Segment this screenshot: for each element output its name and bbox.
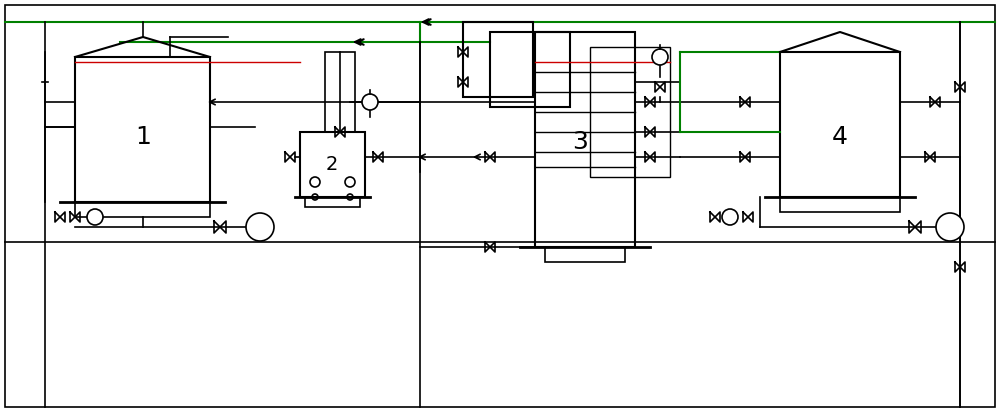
Circle shape	[652, 49, 668, 65]
Bar	[75, 202, 210, 217]
Bar	[300, 132, 365, 197]
Circle shape	[362, 94, 378, 110]
Bar	[535, 32, 635, 247]
Circle shape	[310, 177, 320, 187]
Bar	[545, 247, 625, 262]
Bar	[590, 47, 670, 177]
Circle shape	[722, 209, 738, 225]
Circle shape	[246, 213, 274, 241]
Circle shape	[87, 209, 103, 225]
Text: 4: 4	[832, 125, 848, 149]
Text: 2: 2	[326, 154, 338, 173]
Bar	[463, 22, 533, 97]
Text: 3: 3	[572, 130, 588, 154]
Bar	[780, 52, 900, 197]
Circle shape	[345, 177, 355, 187]
Bar	[325, 52, 355, 132]
Bar	[75, 57, 210, 202]
Text: 1: 1	[135, 125, 151, 149]
Bar	[490, 32, 570, 107]
Circle shape	[936, 213, 964, 241]
Bar	[780, 197, 900, 212]
Bar	[305, 197, 360, 207]
